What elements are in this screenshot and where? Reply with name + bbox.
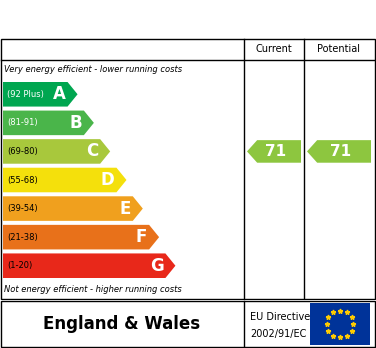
- Text: Energy Efficiency Rating: Energy Efficiency Rating: [8, 10, 255, 28]
- Text: Potential: Potential: [317, 44, 361, 54]
- Polygon shape: [247, 140, 301, 163]
- Text: (21-38): (21-38): [7, 233, 38, 242]
- Polygon shape: [3, 111, 94, 135]
- Text: (81-91): (81-91): [7, 118, 38, 127]
- Text: (55-68): (55-68): [7, 175, 38, 184]
- Text: 2002/91/EC: 2002/91/EC: [250, 329, 306, 339]
- Bar: [310, 303, 370, 345]
- Text: 71: 71: [330, 144, 351, 159]
- Text: (92 Plus): (92 Plus): [7, 90, 44, 99]
- Text: F: F: [136, 228, 147, 246]
- Text: E: E: [120, 199, 131, 218]
- Text: C: C: [86, 142, 98, 160]
- Text: Not energy efficient - higher running costs: Not energy efficient - higher running co…: [4, 285, 182, 294]
- Text: (39-54): (39-54): [7, 204, 38, 213]
- Polygon shape: [3, 225, 159, 250]
- Text: (1-20): (1-20): [7, 261, 32, 270]
- Text: Current: Current: [256, 44, 293, 54]
- Text: England & Wales: England & Wales: [44, 315, 200, 333]
- Polygon shape: [3, 196, 143, 221]
- Text: A: A: [53, 85, 65, 103]
- Polygon shape: [3, 253, 176, 278]
- Text: D: D: [101, 171, 114, 189]
- Polygon shape: [3, 82, 77, 106]
- Text: (69-80): (69-80): [7, 147, 38, 156]
- Text: 71: 71: [265, 144, 286, 159]
- Polygon shape: [3, 168, 126, 192]
- Polygon shape: [307, 140, 371, 163]
- Text: G: G: [150, 257, 164, 275]
- Text: Very energy efficient - lower running costs: Very energy efficient - lower running co…: [4, 65, 182, 74]
- Text: EU Directive: EU Directive: [250, 312, 310, 322]
- Polygon shape: [3, 139, 110, 164]
- Text: B: B: [69, 114, 82, 132]
